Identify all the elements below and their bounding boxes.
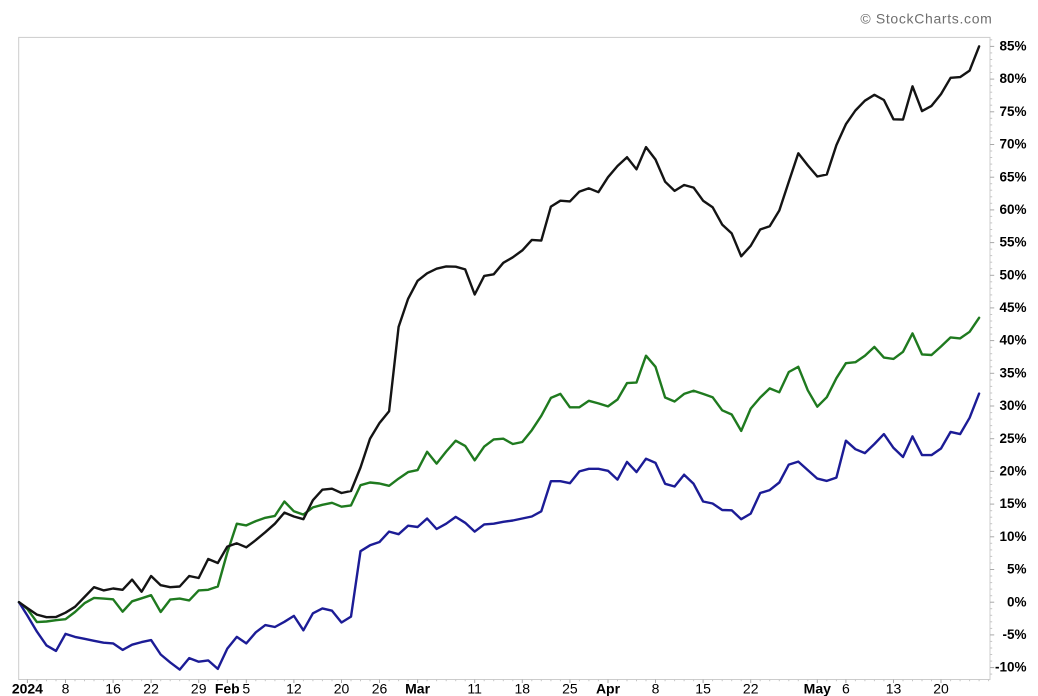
svg-text:11: 11 xyxy=(467,681,482,696)
svg-text:30%: 30% xyxy=(999,398,1026,413)
svg-text:-5%: -5% xyxy=(1002,627,1026,642)
svg-text:8: 8 xyxy=(62,681,70,696)
svg-text:16: 16 xyxy=(105,681,121,696)
svg-text:40%: 40% xyxy=(999,333,1026,348)
svg-text:12: 12 xyxy=(286,681,302,696)
svg-text:60%: 60% xyxy=(999,202,1026,217)
svg-text:May: May xyxy=(804,681,831,696)
svg-text:29: 29 xyxy=(191,681,207,696)
svg-text:© StockCharts.com: © StockCharts.com xyxy=(860,11,992,27)
svg-text:-10%: -10% xyxy=(995,660,1027,675)
svg-text:55%: 55% xyxy=(999,235,1026,250)
svg-text:15%: 15% xyxy=(999,496,1026,511)
svg-text:13: 13 xyxy=(886,681,902,696)
svg-text:10%: 10% xyxy=(999,529,1026,544)
svg-text:22: 22 xyxy=(143,681,159,696)
svg-text:65%: 65% xyxy=(999,169,1026,184)
svg-text:25: 25 xyxy=(562,681,578,696)
svg-text:6: 6 xyxy=(842,681,850,696)
svg-text:45%: 45% xyxy=(999,300,1026,315)
svg-text:Mar: Mar xyxy=(405,681,430,696)
svg-text:20: 20 xyxy=(933,681,949,696)
svg-text:35%: 35% xyxy=(999,365,1026,380)
svg-text:8: 8 xyxy=(652,681,660,696)
svg-text:20: 20 xyxy=(334,681,350,696)
svg-text:Apr: Apr xyxy=(596,681,621,696)
svg-text:5%: 5% xyxy=(1007,562,1027,577)
svg-text:20%: 20% xyxy=(999,464,1026,479)
svg-text:85%: 85% xyxy=(999,39,1026,54)
svg-text:15: 15 xyxy=(695,681,711,696)
svg-text:5: 5 xyxy=(242,681,250,696)
svg-text:Feb: Feb xyxy=(215,681,240,696)
svg-text:25%: 25% xyxy=(999,431,1026,446)
svg-text:75%: 75% xyxy=(999,104,1026,119)
svg-text:50%: 50% xyxy=(999,267,1026,282)
svg-text:0%: 0% xyxy=(1007,594,1027,609)
svg-text:2024: 2024 xyxy=(12,681,43,696)
svg-text:18: 18 xyxy=(515,681,531,696)
svg-text:70%: 70% xyxy=(999,137,1026,152)
svg-text:22: 22 xyxy=(743,681,759,696)
svg-text:80%: 80% xyxy=(999,71,1026,86)
svg-text:26: 26 xyxy=(372,681,388,696)
